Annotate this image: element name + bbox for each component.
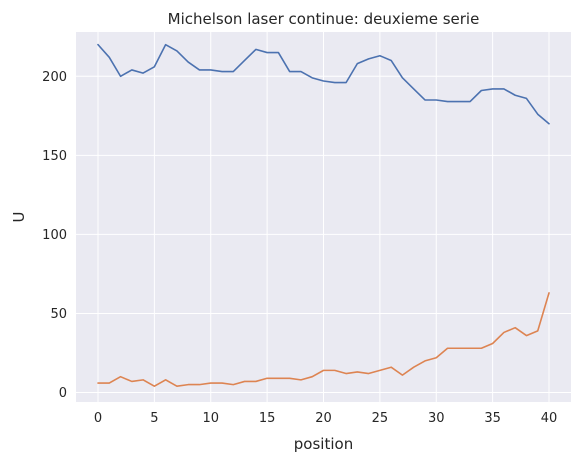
x-tick-label: 10 [202,411,219,426]
x-tick-label: 40 [541,411,558,426]
x-tick-label: 30 [428,411,445,426]
y-axis-ticks: 0 50 100 150 200 [42,70,67,401]
y-tick-label: 0 [59,386,67,401]
y-tick-label: 100 [42,228,67,243]
grid-lines [76,32,571,402]
y-tick-label: 150 [42,149,67,164]
x-tick-label: 35 [484,411,501,426]
y-axis-label: U [10,212,28,223]
y-tick-label: 50 [50,307,67,322]
y-tick-label: 200 [42,70,67,85]
x-tick-label: 20 [315,411,332,426]
x-tick-label: 15 [259,411,276,426]
x-tick-label: 5 [150,411,158,426]
x-tick-label: 0 [94,411,102,426]
series-line-2 [97,292,550,387]
series-lines [97,43,550,387]
x-tick-label: 25 [372,411,389,426]
series-line-1 [97,43,550,125]
chart-title: Michelson laser continue: deuxieme serie [168,10,480,28]
x-axis-ticks: 0 5 10 15 20 25 30 35 40 [94,411,557,426]
x-axis-label: position [294,435,353,453]
